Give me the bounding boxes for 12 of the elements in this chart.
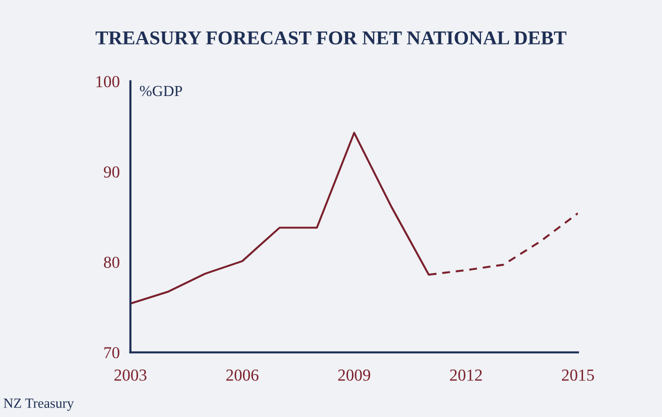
y-tick-label: 80 <box>104 256 120 268</box>
x-tick-label: 2012 <box>450 370 482 381</box>
y-tick-label: 100 <box>96 76 120 88</box>
text: NZ Treasury <box>4 398 74 411</box>
x-tick-label: 2006 <box>226 370 258 381</box>
x-tick-label: 2015 <box>562 370 594 381</box>
y-axis-title: %GDP <box>140 86 182 96</box>
y-tick-label: 70 <box>104 347 120 358</box>
chart-title: TREASURY FORECAST FOR NET NATIONAL DEBT <box>96 31 566 44</box>
y-tick-label: 90 <box>104 166 120 178</box>
x-tick-label: 2003 <box>114 370 146 381</box>
x-tick-label: 2009 <box>338 370 370 381</box>
